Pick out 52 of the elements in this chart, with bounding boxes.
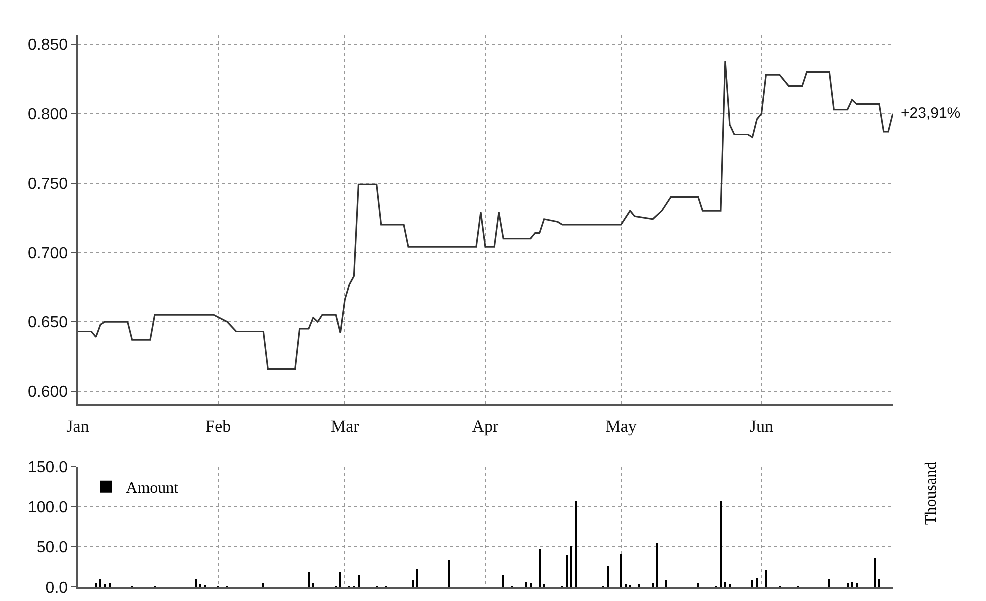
y-tick-label: 100.0 — [28, 500, 68, 517]
bar — [620, 554, 622, 587]
y-tick-label: 50.0 — [36, 540, 68, 557]
bar — [539, 548, 541, 587]
bar — [751, 580, 753, 587]
x-tick-label: Jun — [750, 417, 774, 436]
bar — [828, 578, 830, 587]
bar — [543, 584, 545, 587]
y-tick-label: 0.800 — [28, 106, 68, 124]
annotation: +23,91% — [901, 105, 961, 122]
y-tick-label: 150.0 — [28, 460, 68, 477]
bar — [756, 578, 758, 587]
x-tick-label: Apr — [472, 417, 500, 436]
bar — [697, 582, 699, 587]
bar — [530, 582, 532, 587]
bar — [109, 582, 111, 587]
bar — [104, 584, 106, 587]
bar — [99, 578, 101, 587]
y-tick-label: 0.850 — [28, 37, 68, 54]
bar — [625, 584, 627, 587]
bar — [765, 570, 767, 587]
bar — [652, 582, 654, 587]
bar — [724, 582, 726, 587]
y-tick-label: 0.700 — [28, 245, 68, 262]
bar — [638, 584, 640, 587]
x-tick-label: May — [606, 417, 638, 436]
bar — [262, 582, 264, 587]
bar — [195, 578, 197, 587]
y-axis-title: Thousand — [922, 462, 940, 525]
x-tick-label: Jan — [66, 417, 90, 436]
bar — [570, 546, 572, 587]
y-tick-label: 0.650 — [28, 314, 68, 332]
bar — [607, 566, 609, 587]
bar — [566, 554, 568, 587]
bar — [878, 578, 880, 587]
bar — [575, 500, 577, 587]
bar — [312, 582, 314, 587]
bar — [729, 584, 731, 587]
bar — [339, 572, 341, 587]
bar — [95, 582, 97, 587]
bar — [665, 580, 667, 587]
bar — [720, 500, 722, 587]
legend-label: Amount — [126, 480, 180, 498]
y-tick-label: 0.0 — [46, 580, 68, 597]
x-tick-label: Feb — [206, 417, 232, 436]
y-tick-label: 0.750 — [28, 176, 68, 193]
bar — [656, 542, 658, 587]
bar — [851, 582, 853, 587]
bar — [199, 584, 201, 587]
y-tick-label: 0.600 — [28, 384, 68, 401]
bar — [525, 582, 527, 587]
x-tick-label: Mar — [330, 417, 360, 436]
